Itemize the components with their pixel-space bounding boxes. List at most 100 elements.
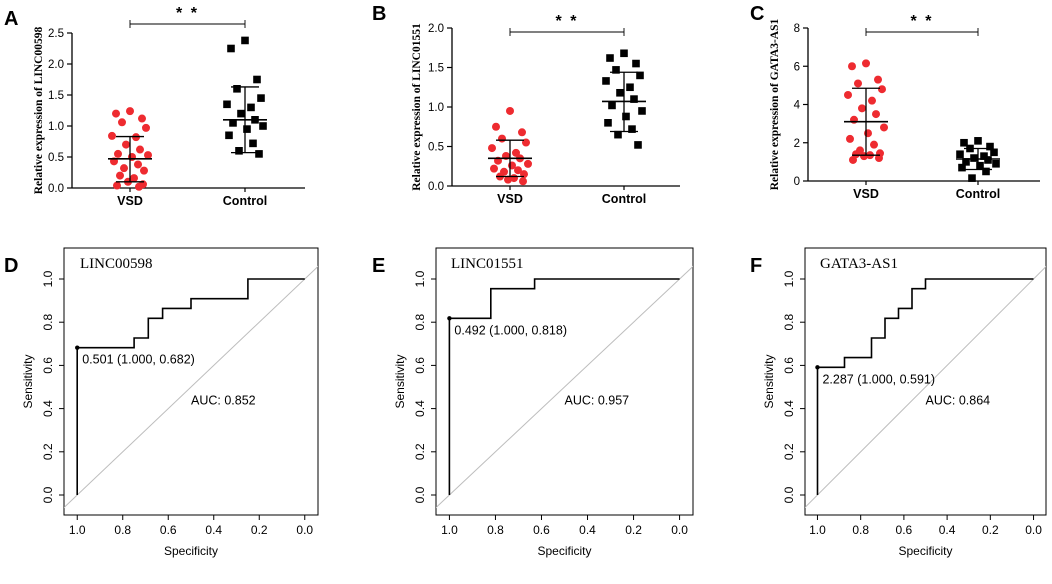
panel-b: B 0.0 0.5 1.0 1.5 2.0 Relative expression of L… — [372, 3, 680, 206]
panel-letter: E — [372, 255, 385, 277]
data-point-vsd — [514, 166, 522, 175]
y-tick-label: 0.8 — [41, 314, 55, 331]
x-tick-label: 1.0 — [441, 523, 458, 537]
data-point-vsd — [849, 155, 857, 164]
y-tick-label: 0.6 — [41, 357, 55, 374]
threshold-label: 0.501 (1.000, 0.682) — [82, 353, 195, 367]
panel-letter: D — [4, 255, 18, 277]
data-point-vsd — [858, 104, 866, 113]
x-tick-label: 0.8 — [487, 523, 504, 537]
data-point-vsd — [116, 171, 124, 180]
data-point-vsd — [128, 153, 136, 161]
data-point-vsd — [872, 110, 880, 119]
auc-label: AUC: 0.957 — [565, 393, 630, 407]
threshold-label: 0.492 (1.000, 0.818) — [454, 323, 567, 337]
data-point-vsd — [492, 122, 500, 131]
data-point-control — [982, 167, 990, 176]
plot-frame — [804, 247, 1047, 516]
x-tick-label: 0.6 — [896, 523, 913, 537]
data-point-control — [602, 77, 610, 85]
data-point-control — [970, 154, 978, 162]
x-tick-label: 0.0 — [1025, 523, 1042, 537]
y-tick-label: 1.0 — [413, 270, 427, 287]
threshold-label: 2.287 (1.000, 0.591) — [822, 372, 935, 386]
data-point-control — [229, 119, 237, 127]
data-point-vsd — [490, 164, 498, 173]
panel-f: F GATA3-AS1 0.0 0.2 0.4 0.6 0.8 1.0 1.0 0.8 0.6 0.4… — [750, 247, 1047, 558]
category-label: Control — [602, 192, 646, 206]
y-tick-label: 2.0 — [428, 23, 444, 35]
x-tick-label: 0.4 — [939, 523, 956, 537]
panel-letter: F — [750, 255, 762, 277]
data-point-control — [990, 148, 998, 157]
y-axis-title: Relative expression of LINC01551 — [411, 23, 423, 191]
data-point-control — [227, 44, 235, 53]
roc-curve — [816, 278, 1034, 495]
x-tick-label: 0.6 — [160, 523, 177, 537]
threshold-point — [75, 345, 80, 350]
data-point-control — [992, 159, 1000, 168]
y-tick-label: 0.0 — [41, 486, 55, 503]
data-point-control — [974, 137, 982, 145]
y-tick-label: 0.5 — [428, 142, 444, 154]
y-tick-label: 1.0 — [782, 270, 796, 287]
x-tick-label: 0.4 — [205, 523, 222, 537]
data-point-vsd — [142, 123, 150, 132]
significance-stars: * * — [176, 5, 199, 22]
data-point-vsd — [519, 177, 527, 186]
category-label: VSD — [853, 187, 879, 201]
data-point-control — [958, 163, 966, 172]
data-point-vsd — [860, 152, 868, 161]
data-point-vsd — [504, 175, 512, 184]
panel-d: D LINC00598 0.0 0.2 0.4 0.6 0.8 1.0 1.0 0.8 0.6 0.4… — [4, 247, 319, 558]
x-tick-label: 0.8 — [114, 523, 131, 537]
significance-stars: * * — [911, 13, 934, 30]
data-point-vsd — [875, 154, 883, 163]
data-point-vsd — [870, 140, 878, 149]
data-point-vsd — [112, 109, 120, 118]
auc-label: AUC: 0.852 — [191, 393, 256, 407]
data-point-control — [257, 94, 265, 102]
threshold-point — [815, 365, 820, 370]
y-axis-title: Sensitivity — [21, 354, 35, 408]
data-point-control — [249, 139, 257, 148]
roc-curve — [76, 278, 305, 495]
y-tick-label: 0.2 — [782, 443, 796, 460]
data-point-control — [233, 85, 241, 93]
x-tick-label: 0.8 — [852, 523, 869, 537]
data-point-vsd — [122, 140, 130, 149]
data-point-vsd — [854, 79, 862, 88]
x-tick-label: 0.2 — [982, 523, 999, 537]
data-point-control — [960, 138, 968, 147]
data-point-vsd — [498, 134, 506, 143]
x-tick-label: 0.0 — [671, 523, 688, 537]
auc-label: AUC: 0.864 — [926, 393, 991, 407]
category-label: VSD — [497, 192, 523, 206]
threshold-point — [447, 316, 452, 321]
data-point-vsd — [140, 166, 148, 175]
category-label: VSD — [117, 194, 143, 208]
data-point-vsd — [874, 75, 882, 84]
y-tick-label: 0.0 — [782, 486, 796, 503]
significance-stars: * * — [556, 13, 579, 30]
y-tick-label: 0.6 — [782, 357, 796, 374]
data-point-control — [984, 156, 992, 164]
data-point-vsd — [878, 85, 886, 94]
data-point-control — [634, 141, 642, 149]
data-point-vsd — [126, 107, 134, 116]
data-point-vsd — [864, 129, 872, 138]
y-axis-title: Relative expression of LINC00598 — [33, 27, 45, 195]
plot-frame — [435, 247, 694, 516]
data-point-control — [630, 95, 638, 103]
data-point-control — [608, 101, 616, 110]
data-point-vsd — [135, 182, 143, 191]
data-point-control — [223, 100, 231, 109]
y-tick-label: 0.4 — [782, 400, 796, 417]
y-axis-title: Relative expression of GATA3-AS1 — [769, 18, 781, 190]
y-tick-label: 0.4 — [41, 400, 55, 417]
data-point-vsd — [108, 131, 116, 140]
y-tick-label: 0.6 — [413, 357, 427, 374]
y-tick-label: 1.0 — [41, 270, 55, 287]
x-tick-label: 1.0 — [69, 523, 86, 537]
category-label: Control — [956, 187, 1000, 201]
